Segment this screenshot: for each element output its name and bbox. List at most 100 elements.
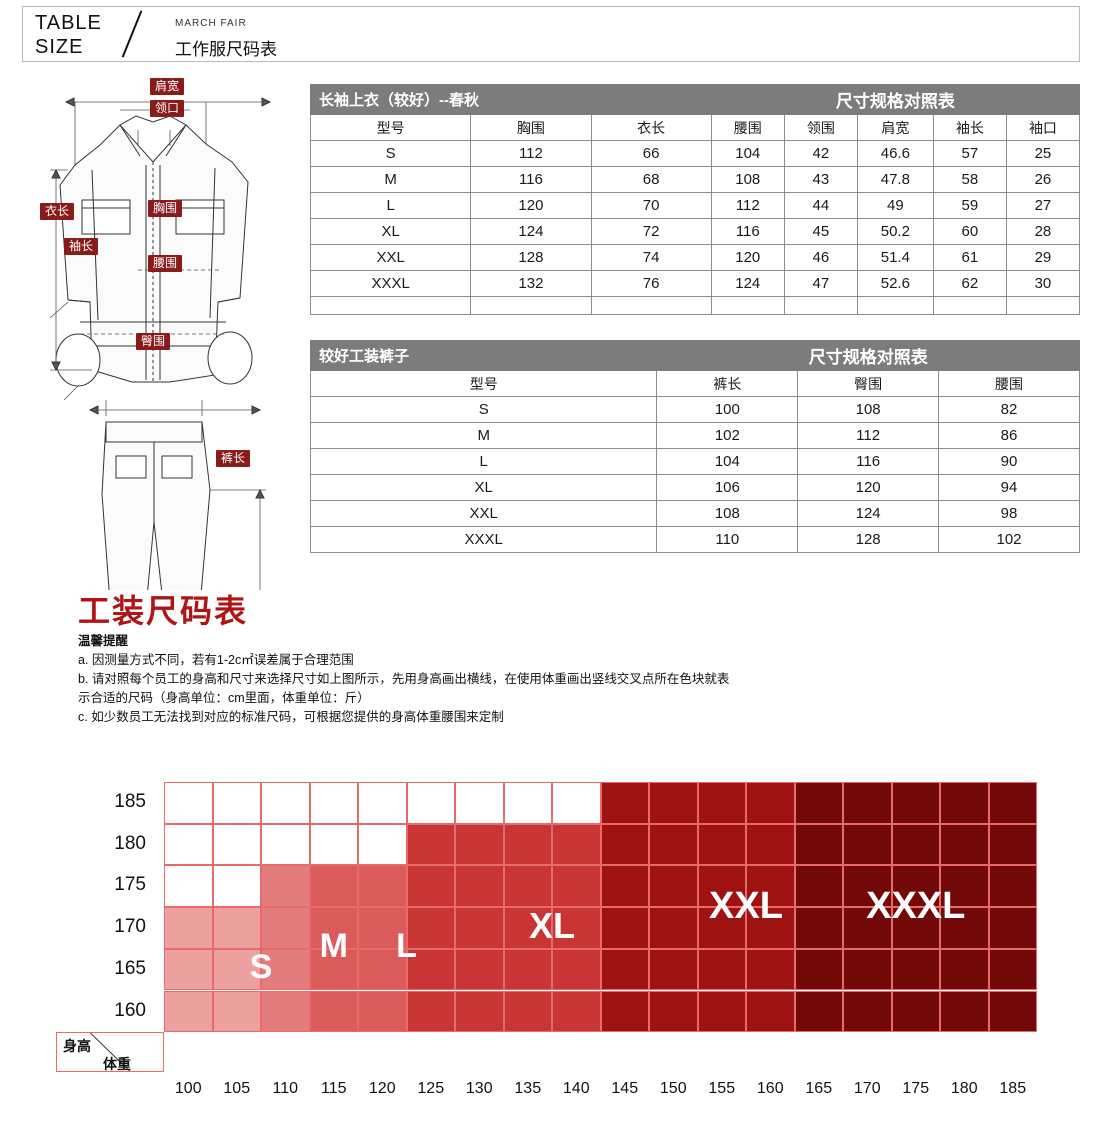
corner-diagonal-icon [90,1033,130,1071]
chart-size-label: L [396,926,417,965]
chart-grid [164,782,1037,1033]
chart-cell [358,782,407,824]
chart-cell [503,823,552,866]
chart-cell [843,782,892,824]
chart-cell [552,948,601,991]
chart-cell [649,990,698,1033]
chart-cell [891,782,940,824]
jacket-size-table-cell: 70 [590,192,712,219]
jacket-size-table-cell: S [309,140,472,167]
chart-cell [600,823,649,866]
chart-cell [891,948,940,991]
garment-illustration [49,97,272,590]
header-divider-slash [121,10,143,58]
pants-table-title-row: 较好工装裤子 尺寸规格对照表 [309,340,1080,371]
chart-cell [746,990,795,1033]
chart-cell [794,907,843,949]
pants-size-table-cell: 102 [656,422,799,449]
jacket-size-table-column-header: 肩宽 [856,114,934,141]
chart-cell [309,865,358,908]
chart-cell [406,865,455,908]
jacket-size-table-cell: M [309,166,472,193]
chart-x-tick: 135 [514,1080,542,1098]
chart-cell [212,907,261,949]
label-sleeve: 袖长 [64,238,99,255]
chart-cell [503,990,552,1033]
pants-size-table: 较好工装裤子 尺寸规格对照表 型号 裤长 臀围 腰围 S 100 108 82 M 102 112 8… [309,340,1080,553]
jacket-size-table-cell: 30 [1005,270,1081,297]
chart-cell [212,948,261,991]
jacket-size-table-cell: 116 [710,218,785,245]
jacket-size-table-spacer-cell [470,296,592,315]
pants-size-table-cell: 110 [656,526,799,553]
jacket-size-table-cell: 132 [470,270,592,297]
garment-diagram: 肩宽 领口 胸围 衣长 袖长 腰围 臀围 裤长 [20,70,300,590]
note-line: 示合适的尺码（身高单位：cm里面，体重单位：斤） [78,691,370,705]
chart-xlabel: 体重 [103,1056,131,1072]
pants-size-table-cell: XL [309,474,658,501]
chart-x-tick: 100 [174,1080,202,1098]
page-title: 工装尺码表 [78,593,249,629]
pants-size-table-cell: M [309,422,658,449]
jacket-size-table-column-header: 衣长 [590,114,712,141]
jacket-size-table-cell: 61 [932,244,1007,271]
jacket-table-title-row: 长袖上衣（较好）--春秋 尺寸规格对照表 [310,84,1081,115]
pants-size-table-cell: 108 [797,396,940,423]
label-hip: 臀围 [136,333,171,350]
chart-x-tick: 170 [853,1080,881,1098]
jacket-size-table-row: XXL 128 74 120 46 51.4 61 29 [309,244,1081,271]
chart-cell [843,865,892,908]
chart-cell [406,907,455,949]
chart-cell [261,782,310,824]
chart-cell [697,782,746,824]
chart-cell [649,782,698,824]
chart-cell [649,948,698,991]
chart-cell [843,948,892,991]
chart-x-tick: 165 [805,1080,833,1098]
pants-size-table-cell: XXL [309,500,658,527]
note-line: a. 因测量方式不同，若有1-2c㎡误差属于合理范围 [78,653,354,667]
chart-cell [746,823,795,866]
header-title-line2: SIZE [35,36,84,58]
chart-cell [649,823,698,866]
jacket-size-table-cell: 43 [783,166,858,193]
chart-cell [988,782,1037,824]
chart-x-tick: 115 [320,1080,347,1098]
jacket-size-table-cell: L [309,192,472,219]
pants-size-table-row: XXL 108 124 98 [309,500,1080,527]
chart-cell [164,907,213,949]
jacket-size-table-spacer-cell [590,296,712,315]
chart-cell [503,948,552,991]
page-header: TABLE SIZE MARCH FAIR 工作服尺码表 [22,6,1080,62]
chart-cell [309,823,358,866]
pants-table-title-right: 尺寸规格对照表 [656,340,1080,371]
jacket-size-table-cell: 59 [932,192,1007,219]
pants-size-table-column-header: 裤长 [656,370,799,397]
chart-cell [891,990,940,1033]
pants-size-table-cell: 104 [656,448,799,475]
label-chest: 胸围 [148,200,183,217]
jacket-size-table-cell: XXXL [309,270,472,297]
chart-size-label: M [319,926,348,965]
note-line: c. 如少数员工无法找到对应的标准尺码，可根据您提供的身高体重腰围来定制 [78,710,504,724]
chart-cell [552,823,601,866]
jacket-size-table-spacer-cell [932,296,1007,315]
chart-x-tick: 160 [756,1080,784,1098]
jacket-size-table-cell: 46.6 [856,140,934,167]
chart-cell [503,865,552,908]
pants-size-table-cell: 124 [797,500,940,527]
chart-cell [455,907,504,949]
pants-size-table-column-header: 型号 [309,370,658,397]
jacket-size-table-cell: 26 [1005,166,1081,193]
chart-cell [455,823,504,866]
jacket-size-table-spacer-cell [856,296,934,315]
pants-size-table-body: 较好工装裤子 尺寸规格对照表 型号 裤长 臀围 腰围 S 100 108 82 M 102 112 8… [309,340,1080,553]
chart-x-tick: 185 [999,1080,1027,1098]
pants-size-table-cell: 90 [938,448,1080,475]
chart-cell [358,865,407,908]
pants-size-table-cell: 116 [797,448,940,475]
chart-cell [552,782,601,824]
chart-cell [212,782,261,824]
chart-cell [261,907,310,949]
pants-size-table-cell: 94 [938,474,1080,501]
